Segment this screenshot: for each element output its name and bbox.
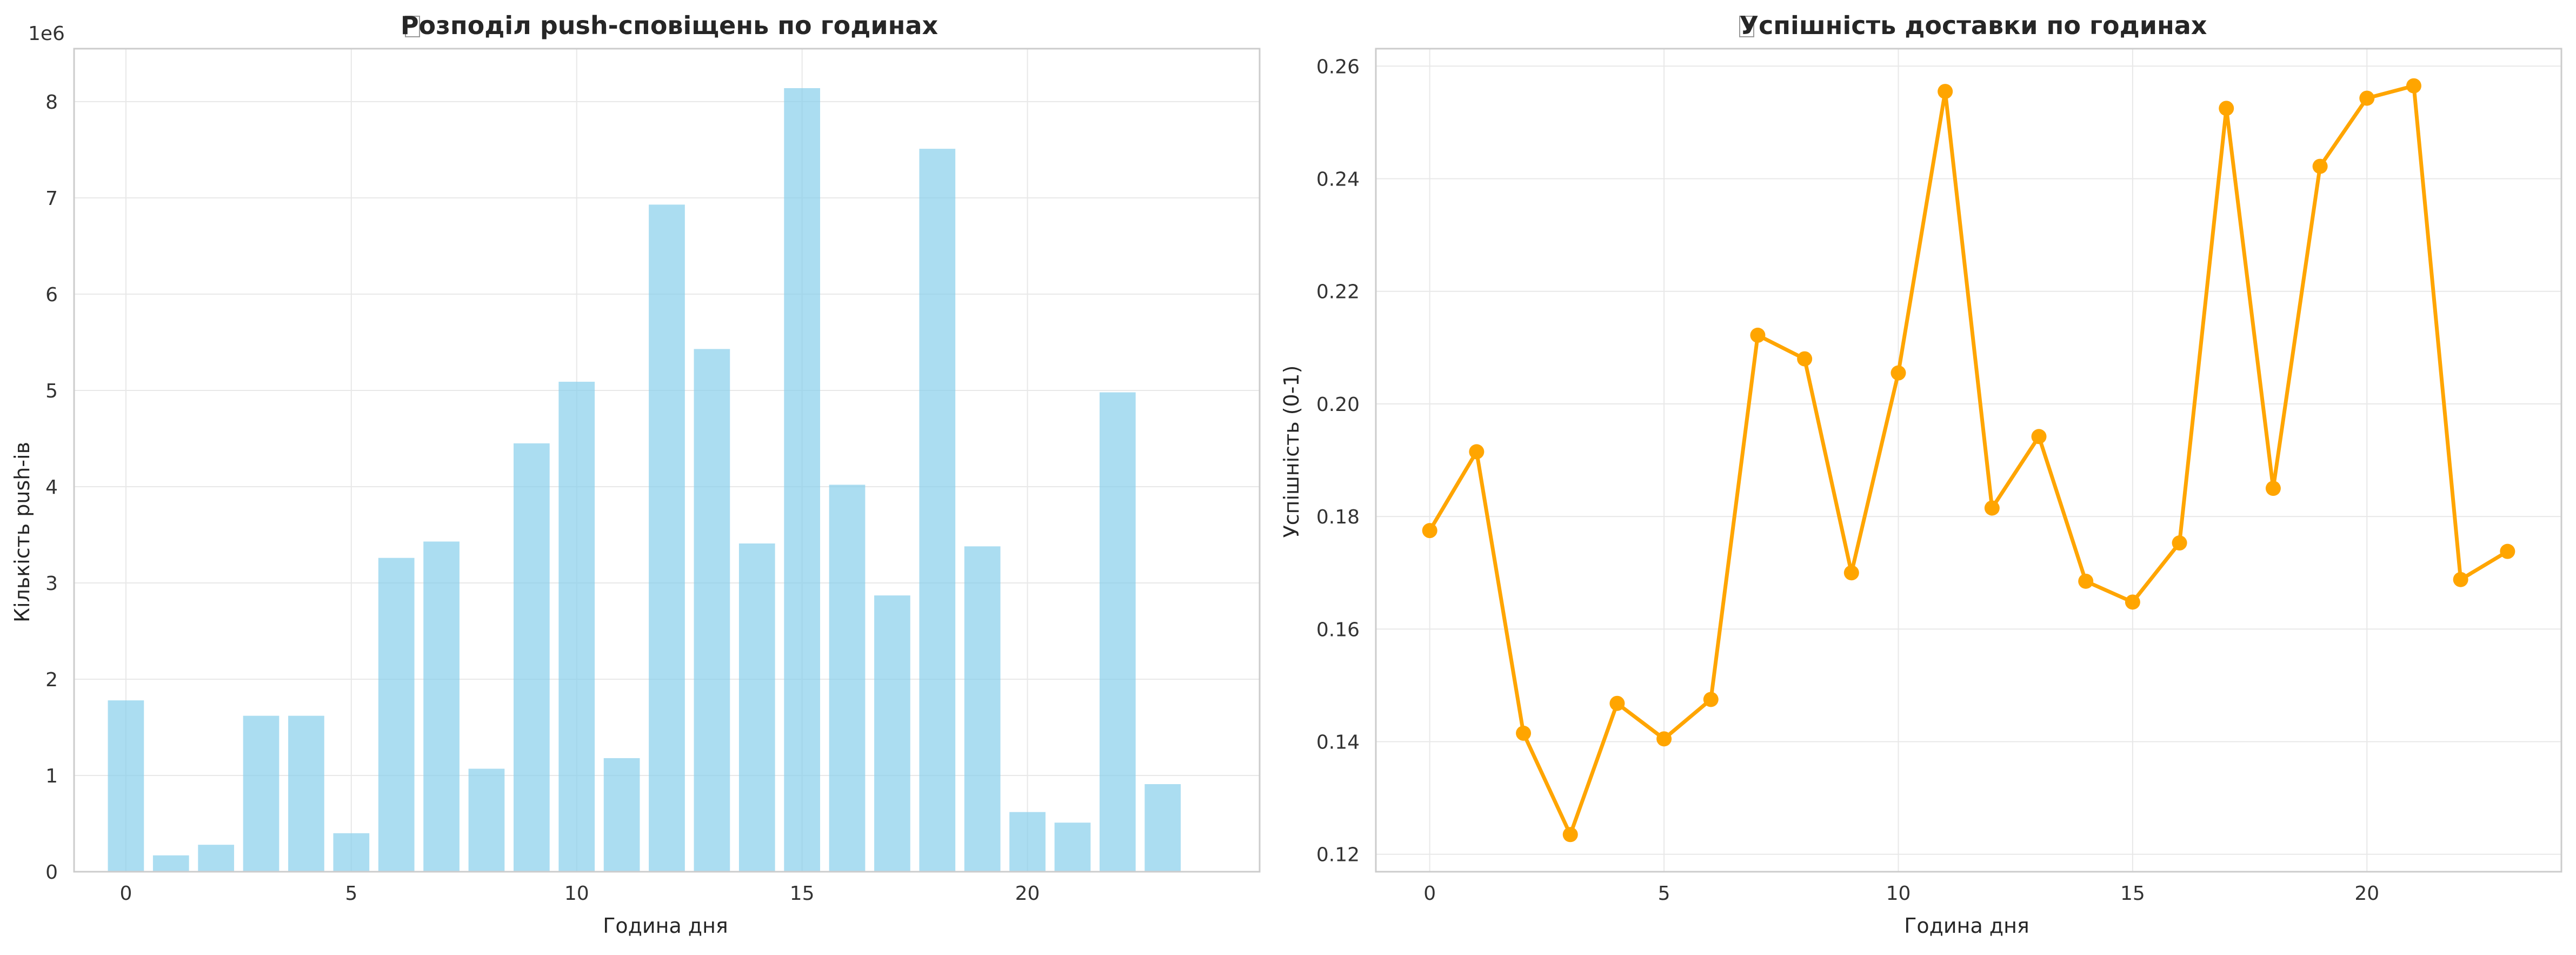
x-axis-label: Година дня (603, 914, 728, 938)
data-point (1938, 84, 1953, 100)
bar (333, 833, 370, 872)
bar (423, 541, 460, 872)
data-point (1891, 365, 1906, 381)
data-point (2172, 535, 2187, 551)
data-point (2265, 481, 2281, 496)
bar (468, 768, 505, 872)
bar (603, 758, 640, 872)
x-tick-label: 5 (345, 883, 357, 905)
missing-emoji-glyph-icon (405, 16, 420, 37)
bar (694, 349, 730, 872)
y-tick-label: 3 (45, 573, 58, 595)
data-point (2312, 158, 2328, 174)
x-tick-label: 5 (1658, 883, 1670, 905)
y-tick-label: 2 (45, 669, 58, 691)
bar (243, 715, 279, 872)
data-point (1843, 565, 1859, 581)
data-point (1750, 327, 1766, 343)
x-tick-label: 0 (119, 883, 132, 905)
data-point (1797, 351, 1813, 367)
data-point (2219, 101, 2234, 116)
y-tick-label: 8 (45, 91, 58, 114)
y-tick-label: 7 (45, 188, 58, 210)
data-point (2359, 90, 2375, 106)
bar (378, 558, 415, 872)
bar (513, 443, 550, 872)
plot-area (1375, 48, 2562, 873)
missing-emoji-glyph-icon (1739, 16, 1754, 37)
data-point (1516, 725, 1532, 741)
chart-title: Розподіл push-сповіщень по годинах (401, 11, 938, 40)
x-tick-label: 15 (790, 883, 815, 905)
y-tick-label: 6 (45, 284, 58, 306)
y-tick-label: 0.18 (1316, 506, 1360, 528)
y-axis-label: Успішність (0-1) (1280, 366, 1303, 538)
data-point (1609, 695, 1625, 711)
bar (919, 149, 956, 872)
data-point (1562, 827, 1578, 843)
y-tick-label: 4 (45, 476, 58, 499)
bar (1054, 823, 1091, 872)
y-tick-label: 0.14 (1316, 732, 1360, 754)
y-tick-label: 0 (45, 861, 58, 884)
data-point (2078, 573, 2094, 589)
data-point (2031, 429, 2047, 445)
data-point (2406, 78, 2421, 94)
y-tick-label: 0.22 (1316, 281, 1360, 303)
bar (784, 88, 821, 872)
data-point (2453, 572, 2468, 587)
x-tick-label: 20 (1015, 883, 1040, 905)
line-chart-delivery-success: Успішність доставки по годинах Година дн… (1280, 11, 2562, 938)
data-point (2500, 543, 2515, 559)
axes-frame (1375, 48, 2562, 873)
x-axis-label: Година дня (1904, 914, 2029, 938)
bar (829, 485, 866, 872)
bar (152, 855, 189, 872)
data-point (1469, 444, 1485, 460)
data-point (1422, 523, 1437, 539)
y-tick-label: 0.12 (1316, 844, 1360, 866)
y-tick-label: 0.20 (1316, 394, 1360, 416)
bar (874, 595, 910, 872)
x-tick-label: 15 (2120, 883, 2145, 905)
series-line (1428, 84, 2509, 837)
data-point (1656, 731, 1672, 747)
bar (558, 381, 595, 872)
y-axis-offset-label: 1e6 (28, 23, 65, 45)
bar (1099, 392, 1136, 872)
y-tick-label: 5 (45, 380, 58, 402)
bar (108, 700, 144, 872)
bar (198, 845, 235, 872)
y-tick-label: 1 (45, 765, 58, 787)
x-tick-label: 10 (1886, 883, 1911, 905)
chart-title: Успішність доставки по годинах (1740, 11, 2207, 40)
data-point (1703, 692, 1719, 707)
y-axis-label: Кількість push-ів (10, 442, 34, 622)
bar (1009, 812, 1046, 872)
y-tick-label: 0.16 (1316, 619, 1360, 641)
data-point (1984, 500, 2000, 516)
bar (1144, 784, 1181, 872)
bar (288, 715, 324, 872)
x-tick-label: 0 (1423, 883, 1436, 905)
y-tick-label: 0.26 (1316, 56, 1360, 78)
data-point (2125, 594, 2140, 610)
axes-frame (73, 48, 1261, 873)
bar (649, 204, 685, 872)
plot-area (73, 48, 1261, 873)
bar (738, 543, 775, 872)
x-tick-label: 10 (564, 883, 589, 905)
bar (964, 546, 1001, 872)
y-tick-label: 0.24 (1316, 168, 1360, 190)
x-tick-label: 20 (2354, 883, 2379, 905)
plot-background (1376, 49, 2561, 872)
bar-chart-push-distribution: Розподіл push-сповіщень по годинах 1e6 Г… (10, 11, 1261, 938)
